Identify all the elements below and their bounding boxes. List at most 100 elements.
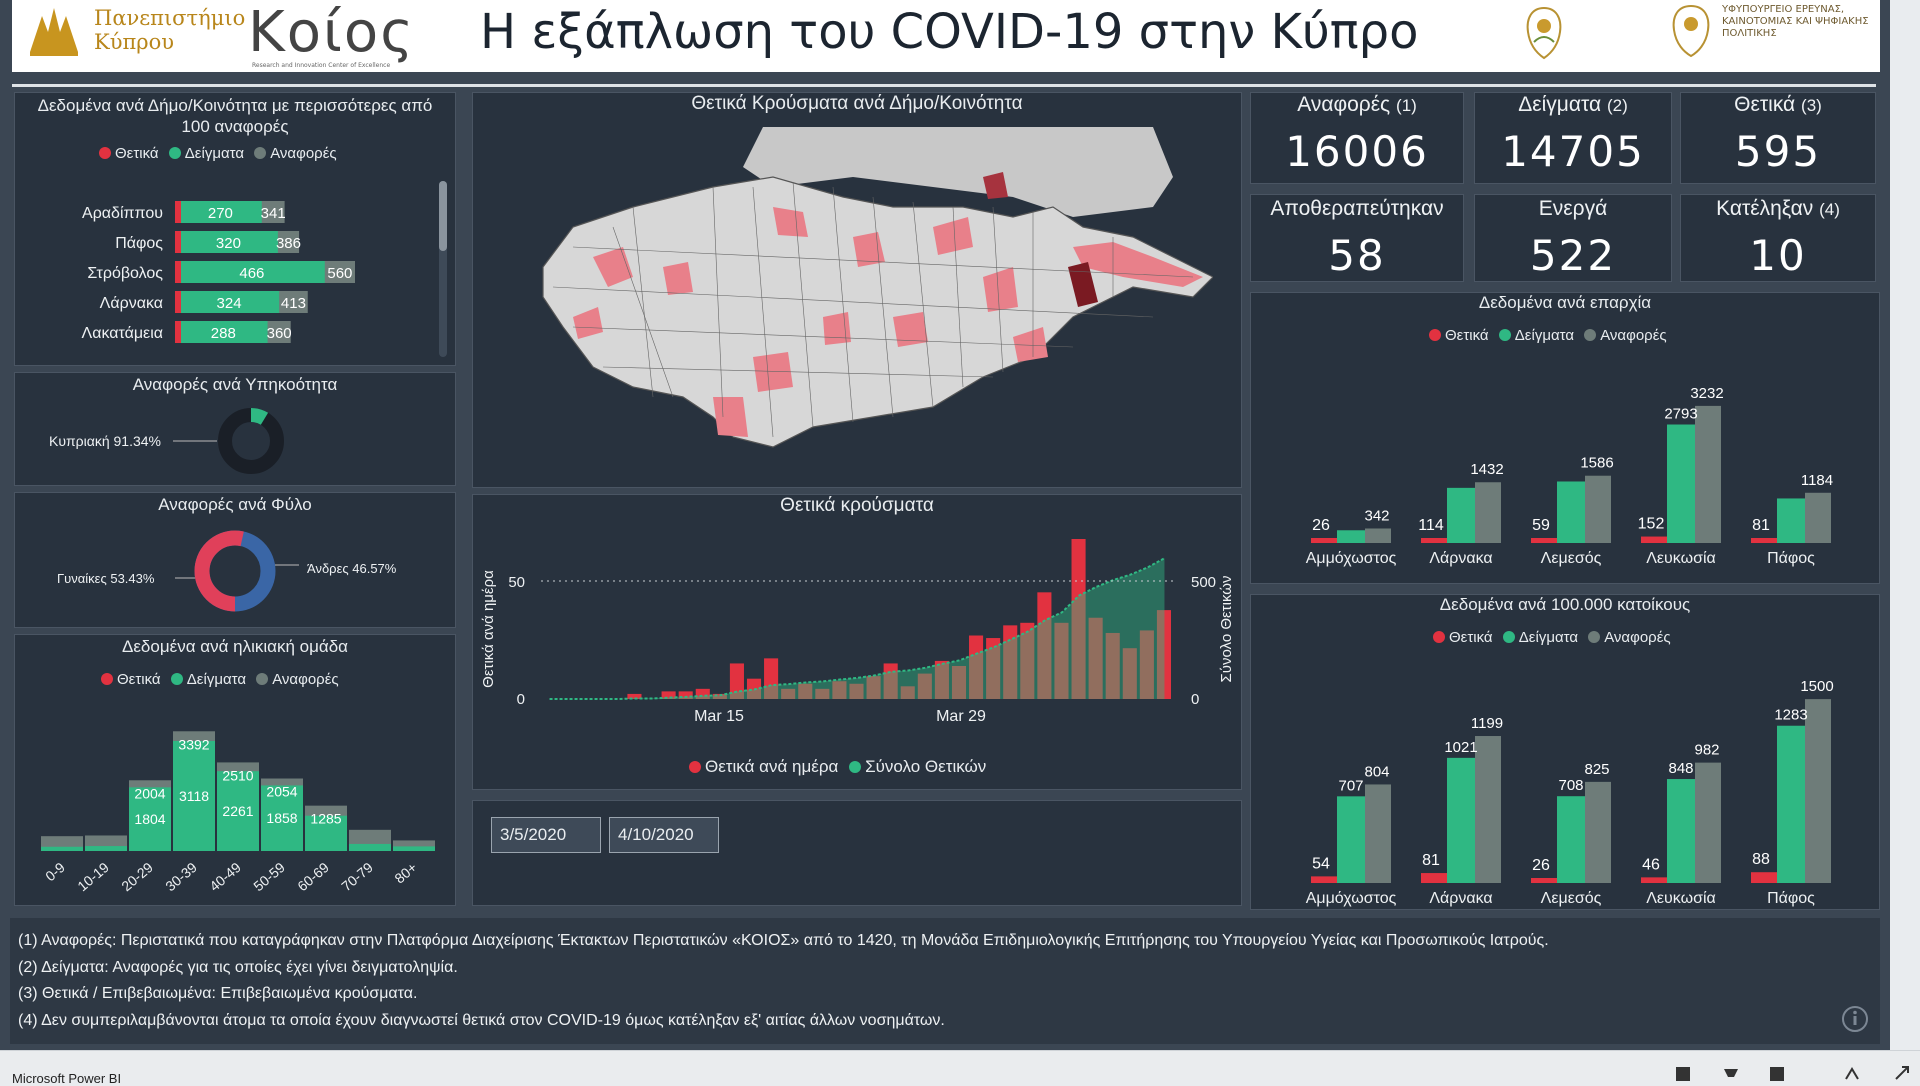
age-group-label: 80+	[391, 859, 419, 887]
reports-legend-dot	[256, 673, 269, 685]
facebook-icon[interactable]	[1770, 1067, 1784, 1081]
positive-bar	[175, 201, 181, 223]
cumulative-area	[549, 558, 1165, 699]
reports-value-label: 2004	[134, 785, 165, 801]
daily-bar	[678, 691, 693, 699]
end-date-input[interactable]: 4/10/2020	[609, 817, 719, 853]
district-name: Πάφος	[1767, 550, 1815, 567]
koios-logo: Κοίος Research and Innovation Center of …	[248, 0, 415, 69]
legend-samples: Δείγματα	[186, 671, 247, 688]
positive-bar	[1421, 873, 1447, 883]
notes-panel	[10, 918, 1880, 1044]
dashboard: Πανεπιστήμιο Κύπρου Κοίος Research and I…	[0, 0, 1890, 1050]
legend-positive: Θετικά	[1445, 327, 1489, 344]
positive-value-label: 114	[1418, 517, 1444, 534]
daily-bar	[1105, 632, 1120, 699]
reports-legend-dot	[254, 147, 267, 159]
samples-legend-dot	[1498, 329, 1511, 341]
share-icon[interactable]	[1845, 1067, 1859, 1080]
kpi-positive-value: 595	[1734, 127, 1822, 176]
info-icon[interactable]	[1840, 1004, 1870, 1034]
district-name: Λευκωσία	[1646, 890, 1716, 907]
left-axis-title: Θετικά ανά ημέρα	[480, 570, 497, 688]
samples-value-label: 3118	[179, 788, 209, 804]
reports-value-label: 982	[1694, 742, 1719, 759]
daily-bar	[729, 663, 744, 699]
header: Πανεπιστήμιο Κύπρου Κοίος Research and I…	[12, 0, 1880, 72]
linkedin-icon[interactable]	[1676, 1067, 1690, 1081]
daily-bar	[764, 658, 779, 699]
twitter-icon[interactable]	[1724, 1069, 1738, 1077]
legend-total: Σύνολο Θετικών	[865, 757, 987, 776]
x-tick-label: Mar 15	[694, 708, 744, 725]
reports-value-label: 1285	[310, 811, 341, 827]
samples-bar	[1557, 481, 1585, 543]
date-slicer-panel: 3/5/2020 4/10/2020	[472, 800, 1242, 906]
daily-bar	[917, 673, 932, 699]
powerbi-link[interactable]: Microsoft Power BI	[12, 1071, 122, 1086]
footnote-4: (4) Δεν συμπεριλαμβάνονται άτομα τα οποί…	[18, 1011, 945, 1029]
scrollbar-thumb[interactable]	[439, 181, 447, 251]
kpi-recovered: Αποθεραπεύτηκαν 58	[1250, 194, 1464, 282]
right-tick-label: 500	[1191, 574, 1216, 591]
samples-bar	[1667, 424, 1695, 543]
municipality-name: Στρόβολος	[87, 265, 163, 282]
samples-legend-dot	[1502, 631, 1515, 643]
samples-value-label: 288	[211, 325, 236, 342]
daily-bar	[969, 635, 984, 699]
university-name-line2: Κύπρου	[94, 30, 175, 54]
samples-value-label: 1804	[134, 811, 165, 827]
legend-reports: Αναφορές	[1604, 629, 1671, 646]
daily-bar	[798, 683, 813, 699]
daily-bar	[951, 665, 967, 699]
reports-bar	[1805, 492, 1831, 543]
scrollbar[interactable]	[439, 181, 447, 357]
samples-legend-dot	[170, 673, 183, 685]
reports-bar	[1585, 475, 1611, 543]
positive-value-label: 81	[1752, 517, 1770, 534]
age-group-label: 30-39	[162, 859, 200, 894]
positive-legend-dot	[1429, 329, 1441, 341]
daily-bar	[815, 688, 830, 699]
fullscreen-icon[interactable]	[1895, 1066, 1909, 1080]
legend-reports: Αναφορές	[270, 145, 337, 162]
samples-bar	[129, 787, 171, 851]
reports-bar	[1585, 781, 1611, 883]
x-tick-label: Mar 29	[936, 708, 986, 725]
positive-value-label: 46	[1642, 856, 1660, 873]
daily-bar	[661, 691, 676, 699]
timeline-title: Θετικά κρούσματα	[780, 495, 934, 516]
gender-panel: Αναφορές ανά Φύλο Γυναίκες 53.43% Άνδρες…	[14, 492, 456, 628]
kpi-samples-label: Δείγματα	[1518, 93, 1602, 116]
district-name: Λευκωσία	[1646, 550, 1716, 567]
municipality-name: Πάφος	[115, 235, 163, 252]
cyprus-map[interactable]	[513, 117, 1213, 467]
kpi-active-value: 522	[1529, 231, 1617, 280]
samples-value-label: 1858	[266, 810, 297, 826]
kpi-reports-note: (1)	[1396, 96, 1417, 115]
gender-female-label: Γυναίκες 53.43%	[57, 571, 155, 586]
per100k-panel: Δεδομένα ανά 100.000 κατοίκους Θετικά Δε…	[1250, 594, 1880, 910]
right-tick-label: 0	[1191, 691, 1199, 708]
university-logo: Πανεπιστήμιο Κύπρου	[22, 2, 245, 62]
daily-bar	[866, 676, 881, 699]
district-name: Πάφος	[1767, 890, 1815, 907]
page-title: Η εξάπλωση του COVID-19 στην Κύπρο	[480, 4, 1419, 60]
reports-value-label: 2054	[266, 784, 297, 800]
gender-title: Αναφορές ανά Φύλο	[158, 495, 312, 514]
right-axis-title: Σύνολο Θετικών	[1218, 576, 1235, 683]
age-group-label: 40-49	[206, 859, 244, 894]
kpi-reports: Αναφορές (1) 16006	[1250, 92, 1464, 184]
daily-bar	[900, 686, 915, 699]
koios-logo-subtitle: Research and Innovation Center of Excell…	[252, 62, 391, 69]
positive-bar	[1531, 538, 1557, 543]
reports-value-label: 825	[1584, 761, 1609, 778]
daily-bar	[1003, 625, 1018, 699]
positive-value-label: 88	[1752, 851, 1770, 868]
reports-value-label: 1586	[1580, 455, 1613, 472]
age-legend: Θετικά Δείγματα Αναφορές	[101, 671, 339, 688]
samples-bar	[85, 846, 127, 851]
start-date-input[interactable]: 3/5/2020	[491, 817, 601, 853]
positive-value-label: 59	[1532, 517, 1550, 534]
